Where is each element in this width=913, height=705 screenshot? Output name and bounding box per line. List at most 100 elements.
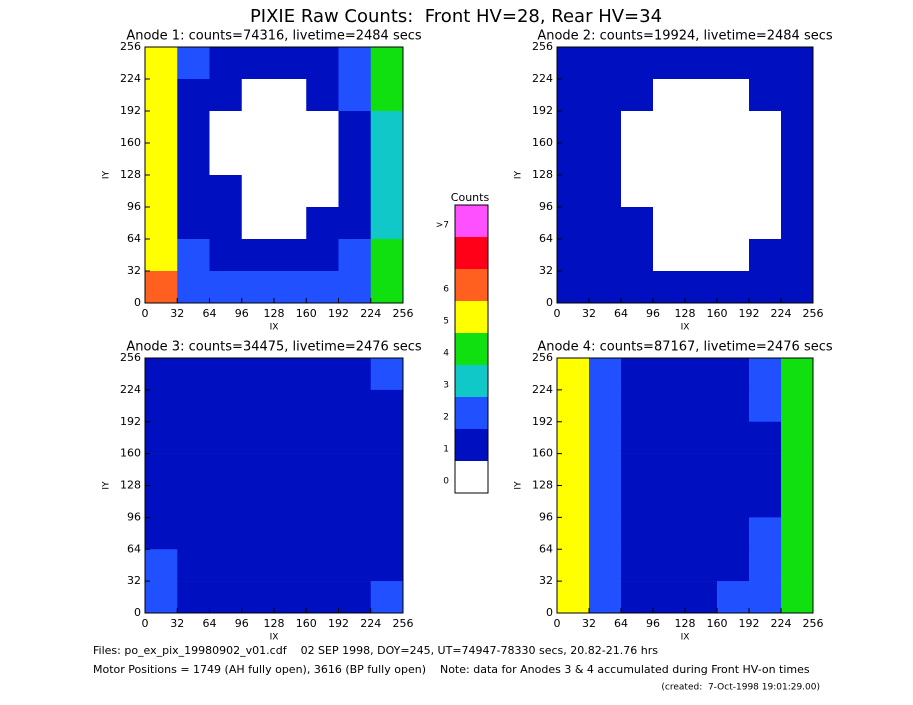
heatmap-cell: [145, 581, 178, 614]
heatmap-cell: [306, 581, 339, 614]
heatmap-cell: [781, 581, 814, 614]
y-tick-label: 64: [539, 232, 553, 245]
heatmap-cell: [557, 485, 590, 518]
heatmap-cell: [370, 111, 404, 144]
heatmap-cell: [621, 207, 654, 240]
heatmap-cell: [717, 453, 750, 486]
heatmap-cell: [145, 207, 178, 240]
heatmap-cell: [209, 239, 243, 272]
heatmap-cell: [557, 79, 590, 112]
heatmap-cell: [621, 175, 654, 208]
colorbar-title: Counts: [451, 191, 490, 204]
heatmap-cell: [145, 79, 178, 112]
heatmap-cell: [685, 581, 718, 614]
heatmap-cell: [338, 175, 372, 208]
y-tick-label: 256: [532, 40, 553, 53]
heatmap-cell: [274, 485, 307, 518]
heatmap-cell: [209, 581, 243, 614]
heatmap-cell: [621, 453, 654, 486]
heatmap-cell: [589, 549, 622, 582]
heatmap-cell: [781, 239, 814, 272]
heatmap-cell: [717, 485, 750, 518]
heatmap-cell: [621, 239, 654, 272]
heatmap-cell: [717, 271, 750, 304]
heatmap-cell: [177, 143, 210, 176]
heatmap-cell: [241, 421, 275, 454]
heatmap-cell: [274, 111, 307, 144]
panel-title: Anode 3: counts=34475, livetime=2476 sec…: [126, 340, 422, 355]
heatmap-cell: [653, 421, 686, 454]
heatmap-cell: [781, 389, 814, 423]
heatmap-cell: [145, 421, 178, 454]
y-tick-label: 128: [532, 168, 553, 181]
x-tick-label: 160: [707, 617, 728, 630]
y-tick-label: 0: [546, 606, 553, 619]
heatmap-cell: [557, 175, 590, 208]
heatmap-cell: [621, 358, 654, 391]
footer-files: Files: po_ex_pix_19980902_v01.cdf 02 SEP…: [93, 644, 658, 657]
heatmap-cell: [274, 549, 307, 582]
colorbar-label: 6: [443, 285, 449, 295]
heatmap-cell: [145, 389, 178, 423]
y-tick-label: 32: [539, 574, 553, 587]
colorbar-swatch: [455, 301, 488, 333]
heatmap-cell: [717, 517, 750, 550]
x-tick-label: 224: [771, 307, 792, 320]
heatmap-cell: [717, 143, 750, 176]
heatmap-cell: [338, 421, 372, 454]
y-tick-label: 160: [120, 447, 141, 460]
y-tick-label: 32: [127, 574, 141, 587]
heatmap-cell: [749, 143, 782, 176]
heatmap-cell: [209, 79, 243, 112]
y-tick-label: 32: [539, 264, 553, 277]
heatmap-cell: [781, 207, 814, 240]
heatmap-cell: [274, 239, 307, 272]
heatmap-cell: [145, 47, 178, 80]
heatmap-cell: [557, 358, 590, 391]
heatmap-cell: [177, 581, 210, 614]
heatmap-cell: [241, 79, 275, 112]
heatmap-cell: [209, 517, 243, 550]
heatmap-cell: [685, 239, 718, 272]
heatmap-cell: [781, 271, 814, 304]
heatmap-cell: [557, 207, 590, 240]
footer-motor: Motor Positions = 1749 (AH fully open), …: [93, 663, 810, 676]
heatmap-cell: [685, 175, 718, 208]
heatmap-cell: [717, 175, 750, 208]
heatmap-cell: [781, 517, 814, 550]
heatmap-cell: [589, 421, 622, 454]
x-tick-label: 0: [142, 617, 149, 630]
heatmap-cell: [241, 358, 275, 391]
heatmap-cell: [338, 47, 372, 80]
heatmap-cell: [717, 581, 750, 614]
heatmap-cell: [653, 143, 686, 176]
y-tick-label: 224: [532, 383, 553, 396]
heatmap-cell: [209, 175, 243, 208]
y-tick-label: 128: [120, 168, 141, 181]
heatmap-cell: [749, 358, 782, 391]
heatmap-cell: [209, 421, 243, 454]
heatmap-cell: [685, 485, 718, 518]
heatmap-cell: [557, 517, 590, 550]
heatmap-cell: [274, 421, 307, 454]
heatmap-cell: [145, 175, 178, 208]
x-tick-label: 256: [393, 617, 414, 630]
heatmap-cell: [370, 421, 404, 454]
heatmap-cell: [209, 549, 243, 582]
heatmap-cell: [370, 47, 404, 80]
x-tick-label: 0: [554, 307, 561, 320]
x-axis-label: IX: [270, 633, 279, 643]
colorbar-label: 2: [443, 413, 449, 423]
heatmap-cell: [177, 517, 210, 550]
y-tick-label: 192: [532, 415, 553, 428]
heatmap-cell: [177, 111, 210, 144]
colorbar-swatch: [455, 461, 488, 493]
x-tick-label: 160: [707, 307, 728, 320]
x-tick-label: 224: [360, 307, 381, 320]
x-tick-label: 0: [142, 307, 149, 320]
heatmap-cell: [338, 358, 372, 391]
heatmap-cell: [338, 111, 372, 144]
y-axis-label: IY: [102, 481, 112, 490]
x-tick-label: 256: [803, 307, 824, 320]
y-tick-label: 0: [134, 296, 141, 309]
